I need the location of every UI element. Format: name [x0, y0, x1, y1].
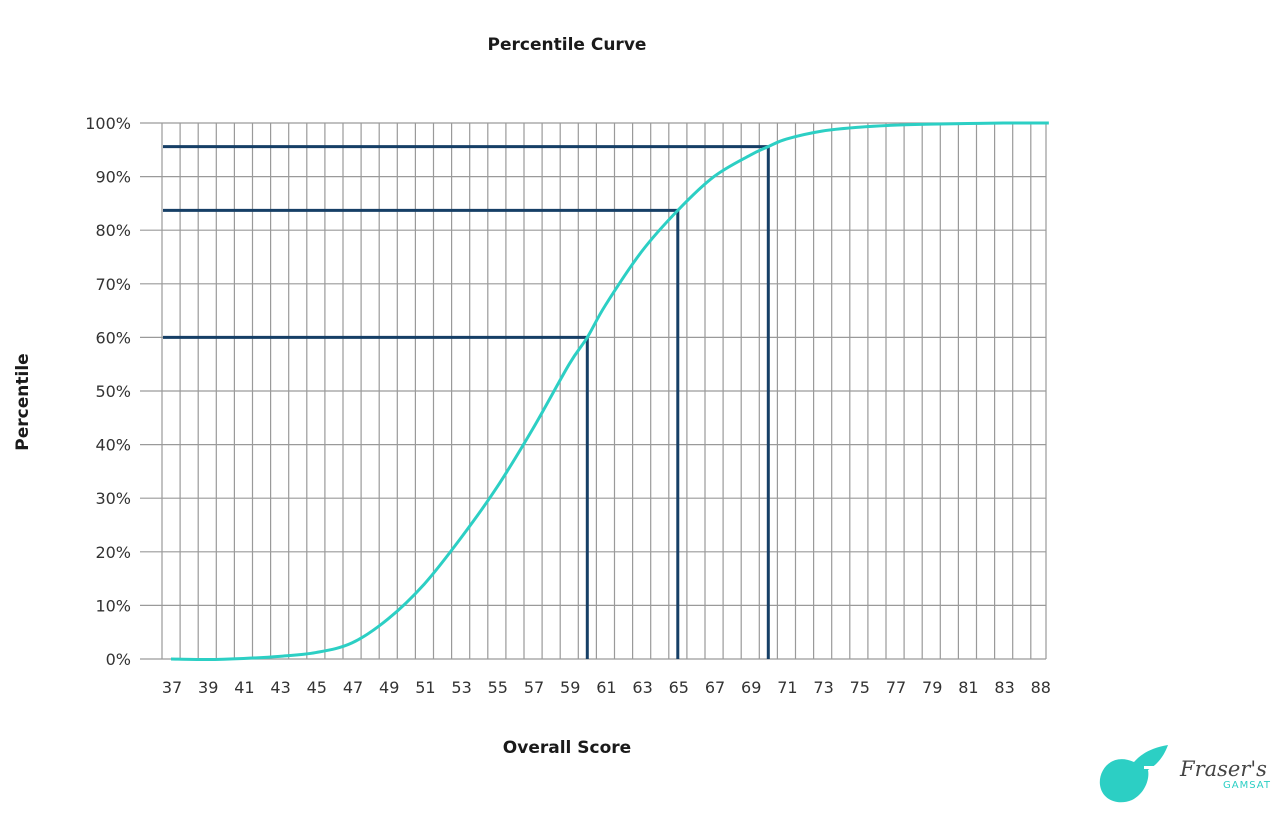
- chart-title: Percentile Curve: [488, 35, 647, 55]
- x-tick-label: 75: [850, 678, 870, 697]
- x-axis-label: Overall Score: [503, 738, 631, 758]
- x-tick-label: 67: [705, 678, 725, 697]
- x-tick-label: 43: [270, 678, 290, 697]
- y-axis-label: Percentile: [13, 353, 33, 450]
- y-tick-label: 60%: [95, 328, 131, 347]
- y-tick-label: 70%: [95, 275, 131, 294]
- grid: [140, 122, 1047, 660]
- percentile-curve: [170, 121, 1049, 662]
- y-tick-label: 10%: [95, 596, 131, 615]
- x-tick-label: 69: [741, 678, 761, 697]
- logo-drop-icon: [1099, 745, 1168, 803]
- y-tick-label: 20%: [95, 543, 131, 562]
- x-tick-label: 37: [162, 678, 182, 697]
- x-tick-label: 47: [343, 678, 363, 697]
- reference-lines: [163, 145, 770, 659]
- frasers-gamsat-logo: Fraser's GAMSAT: [1099, 745, 1271, 803]
- x-tick-label: 81: [958, 678, 978, 697]
- y-tick-label: 80%: [95, 221, 131, 240]
- x-tick-label: 71: [777, 678, 797, 697]
- x-tick-label: 73: [813, 678, 833, 697]
- x-tick-label: 39: [198, 678, 218, 697]
- y-tick-label: 0%: [106, 650, 131, 669]
- x-tick-label: 88: [1031, 678, 1051, 697]
- x-tick-label: 45: [307, 678, 327, 697]
- logo-sub: GAMSAT: [1223, 780, 1271, 791]
- y-tick-label: 50%: [95, 382, 131, 401]
- x-tick-label: 59: [560, 678, 580, 697]
- x-tick-label: 55: [488, 678, 508, 697]
- x-tick-labels: 37 39 41 43 45 47 49 51 53 55 57 59 61 63 65 67 69 71 73 75…: [162, 678, 1051, 697]
- x-tick-label: 53: [451, 678, 471, 697]
- y-tick-label: 100%: [85, 114, 131, 133]
- x-tick-label: 79: [922, 678, 942, 697]
- x-tick-label: 41: [234, 678, 254, 697]
- x-tick-label: 49: [379, 678, 399, 697]
- x-tick-label: 61: [596, 678, 616, 697]
- x-tick-label: 83: [994, 678, 1014, 697]
- y-tick-label: 90%: [95, 168, 131, 187]
- x-tick-label: 65: [669, 678, 689, 697]
- logo-name: Fraser's: [1179, 757, 1267, 781]
- x-tick-label: 77: [886, 678, 906, 697]
- x-tick-label: 57: [524, 678, 544, 697]
- x-tick-label: 51: [415, 678, 435, 697]
- y-tick-labels: 0% 10% 20% 30% 40% 50% 60% 70% 80% 90% 100%: [85, 114, 131, 669]
- y-tick-label: 40%: [95, 436, 131, 455]
- x-tick-label: 63: [632, 678, 652, 697]
- y-tick-label: 30%: [95, 489, 131, 508]
